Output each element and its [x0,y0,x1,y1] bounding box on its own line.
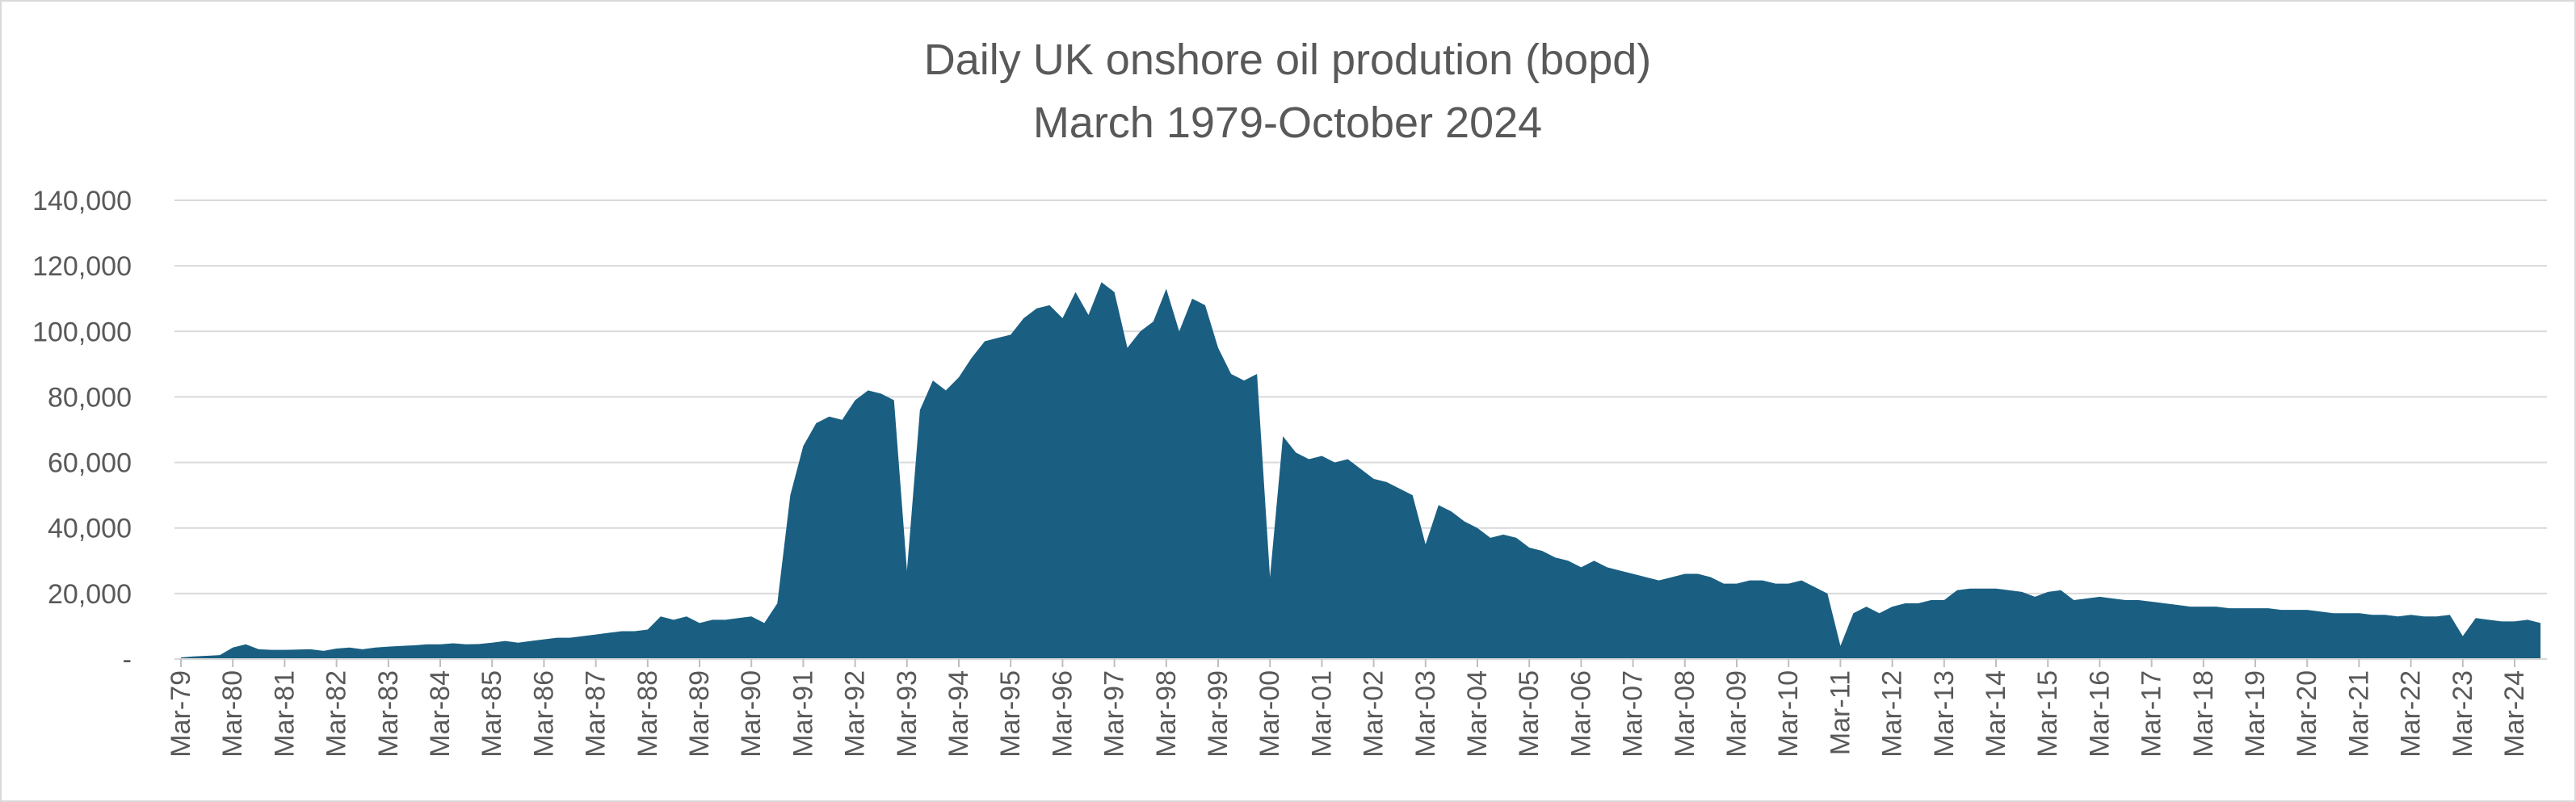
y-tick-label: 100,000 [32,317,132,347]
x-tick-label: Mar-07 [1618,670,1649,758]
x-tick-label: Mar-86 [528,670,559,758]
x-tick-label: Mar-80 [217,670,248,758]
x-tick-label: Mar-21 [2343,670,2374,758]
y-tick-label: 60,000 [48,448,132,479]
x-tick-label: Mar-85 [477,670,507,758]
x-tick-label: Mar-13 [1929,670,1960,758]
x-tick-label: Mar-93 [892,670,922,758]
chart-subtitle: March 1979-October 2024 [1033,99,1542,147]
x-tick-label: Mar-19 [2240,670,2271,758]
x-tick-label: Mar-01 [1306,670,1337,758]
x-tick-label: Mar-84 [425,670,456,758]
x-tick-label: Mar-10 [1773,670,1804,758]
y-tick-label: 40,000 [48,514,132,544]
x-tick-label: Mar-23 [2448,670,2478,758]
x-tick-label: Mar-15 [2032,670,2063,758]
x-tick-label: Mar-98 [1151,670,1182,758]
x-tick-label: Mar-06 [1565,670,1596,758]
x-tick-label: Mar-08 [1670,670,1700,758]
x-tick-label: Mar-82 [321,670,352,758]
x-tick-label: Mar-17 [2137,670,2167,758]
x-tick-label: Mar-94 [943,670,974,758]
y-tick-label: 120,000 [32,251,132,282]
x-tick-label: Mar-96 [1047,670,1078,758]
x-tick-label: Mar-02 [1359,670,1389,758]
y-tick-label: 20,000 [48,579,132,610]
chart-title: Daily UK onshore oil prodution (bopd) [924,36,1652,84]
x-tick-label: Mar-79 [166,670,196,758]
x-tick-label: Mar-16 [2084,670,2115,758]
x-tick-label: Mar-22 [2396,670,2427,758]
x-tick-label: Mar-20 [2292,670,2322,758]
area [181,282,2541,659]
x-tick-label: Mar-00 [1254,670,1285,758]
x-tick-label: Mar-18 [2188,670,2219,758]
x-tick-label: Mar-92 [840,670,871,758]
x-tick-label: Mar-97 [1099,670,1130,758]
x-tick-label: Mar-05 [1514,670,1544,758]
y-tick-label: 140,000 [32,186,132,216]
x-tick-label: Mar-04 [1462,670,1493,758]
x-tick-label: Mar-14 [1981,670,2011,758]
x-tick-label: Mar-99 [1203,670,1233,758]
x-tick-label: Mar-88 [632,670,663,758]
x-tick-label: Mar-11 [1825,670,1855,755]
x-tick-label: Mar-09 [1721,670,1752,758]
y-tick-label: - [123,645,132,675]
x-tick-label: Mar-89 [684,670,715,758]
x-tick-label: Mar-12 [1877,670,1908,758]
x-tick-label: Mar-83 [373,670,404,758]
x-tick-label: Mar-91 [788,670,818,758]
x-tick-label: Mar-24 [2499,670,2530,758]
x-tick-label: Mar-95 [995,670,1026,758]
x-tick-label: Mar-87 [581,670,611,758]
y-tick-label: 80,000 [48,382,132,413]
x-tick-label: Mar-03 [1410,670,1441,758]
x-tick-label: Mar-81 [269,670,300,758]
x-tick-label: Mar-90 [736,670,767,758]
